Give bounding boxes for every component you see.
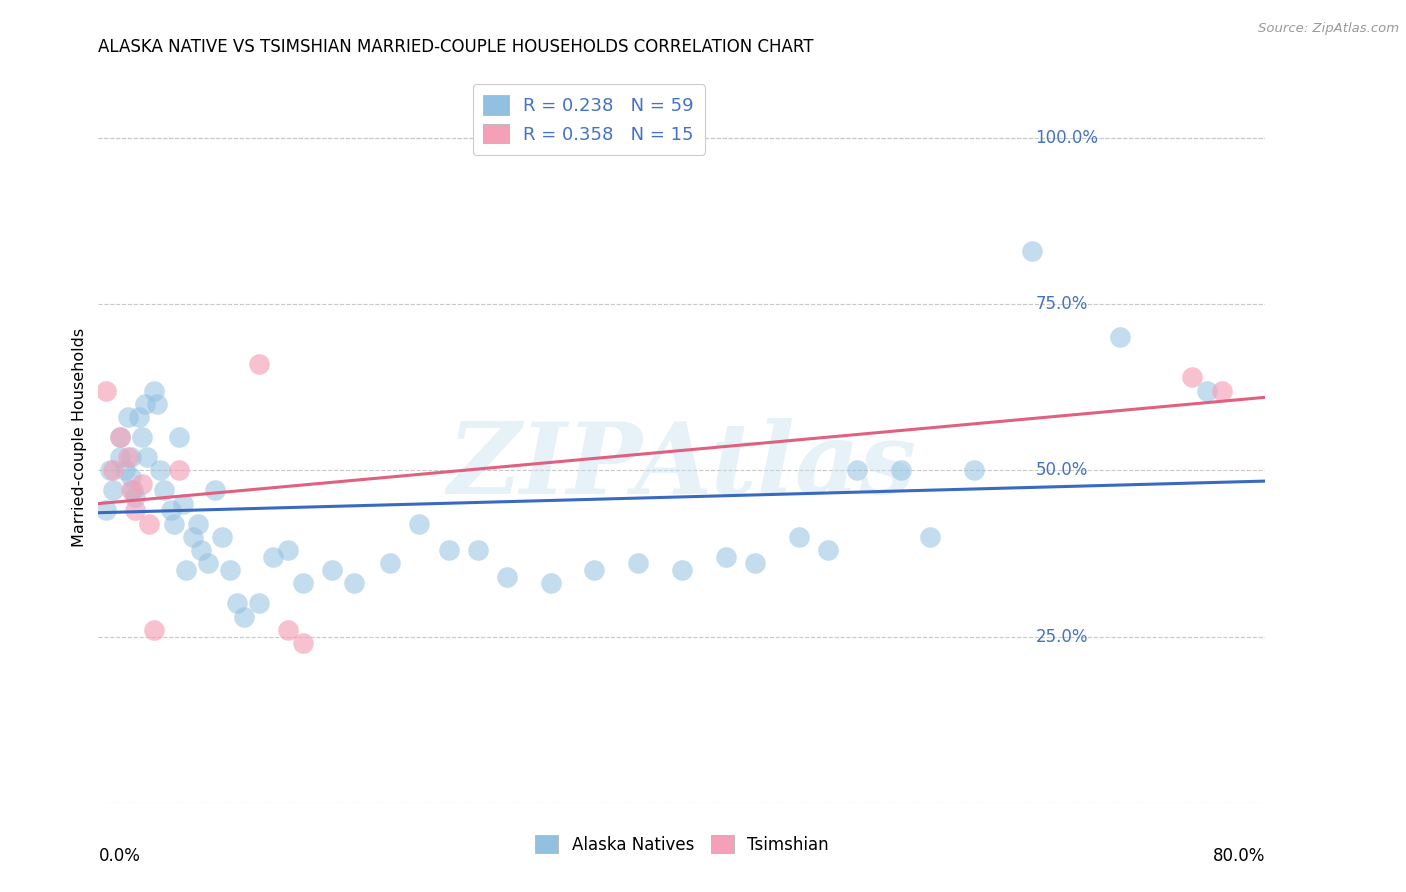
Point bbox=[962, 463, 984, 477]
Point bbox=[174, 563, 197, 577]
Point bbox=[128, 410, 150, 425]
Point bbox=[142, 623, 165, 637]
Point bbox=[94, 384, 117, 398]
Legend: Alaska Natives, Tsimshian: Alaska Natives, Tsimshian bbox=[529, 829, 835, 860]
Point bbox=[291, 576, 314, 591]
Point bbox=[627, 557, 650, 571]
Point bbox=[160, 503, 183, 517]
Point bbox=[321, 563, 343, 577]
Point bbox=[94, 503, 117, 517]
Point bbox=[817, 543, 839, 558]
Point bbox=[408, 516, 430, 531]
Text: ZIPAtlas: ZIPAtlas bbox=[447, 418, 917, 515]
Point bbox=[890, 463, 912, 477]
Point bbox=[291, 636, 314, 650]
Point bbox=[744, 557, 766, 571]
Point bbox=[142, 384, 165, 398]
Text: 80.0%: 80.0% bbox=[1213, 847, 1265, 864]
Point bbox=[167, 463, 190, 477]
Point bbox=[124, 490, 146, 504]
Point bbox=[671, 563, 693, 577]
Point bbox=[583, 563, 606, 577]
Text: 50.0%: 50.0% bbox=[1035, 461, 1088, 479]
Point bbox=[846, 463, 869, 477]
Point bbox=[122, 483, 145, 498]
Point bbox=[138, 516, 160, 531]
Point bbox=[714, 549, 737, 564]
Point bbox=[172, 497, 194, 511]
Point bbox=[437, 543, 460, 558]
Point bbox=[262, 549, 284, 564]
Point bbox=[181, 530, 204, 544]
Point bbox=[117, 450, 139, 464]
Text: ALASKA NATIVE VS TSIMSHIAN MARRIED-COUPLE HOUSEHOLDS CORRELATION CHART: ALASKA NATIVE VS TSIMSHIAN MARRIED-COUPL… bbox=[98, 38, 814, 56]
Point bbox=[1195, 384, 1218, 398]
Point bbox=[204, 483, 226, 498]
Point bbox=[124, 503, 146, 517]
Point bbox=[131, 476, 153, 491]
Point bbox=[218, 563, 240, 577]
Point bbox=[226, 596, 249, 610]
Text: 100.0%: 100.0% bbox=[1035, 128, 1098, 147]
Text: 0.0%: 0.0% bbox=[98, 847, 141, 864]
Point bbox=[190, 543, 212, 558]
Point bbox=[277, 543, 299, 558]
Point bbox=[233, 609, 256, 624]
Point bbox=[110, 430, 132, 444]
Point bbox=[1021, 244, 1043, 258]
Point bbox=[467, 543, 489, 558]
Point bbox=[167, 430, 190, 444]
Point bbox=[787, 530, 810, 544]
Point bbox=[540, 576, 562, 591]
Point bbox=[146, 397, 169, 411]
Point bbox=[247, 596, 270, 610]
Point bbox=[117, 410, 139, 425]
Point bbox=[135, 450, 157, 464]
Point bbox=[98, 463, 121, 477]
Point bbox=[110, 450, 132, 464]
Point bbox=[1181, 370, 1204, 384]
Point bbox=[153, 483, 176, 498]
Point bbox=[110, 430, 132, 444]
Point bbox=[101, 463, 124, 477]
Point bbox=[134, 397, 156, 411]
Point bbox=[163, 516, 186, 531]
Text: 25.0%: 25.0% bbox=[1035, 628, 1088, 646]
Text: Source: ZipAtlas.com: Source: ZipAtlas.com bbox=[1258, 22, 1399, 36]
Text: 75.0%: 75.0% bbox=[1035, 295, 1088, 313]
Point bbox=[114, 463, 136, 477]
Point bbox=[197, 557, 219, 571]
Point bbox=[120, 483, 142, 498]
Point bbox=[277, 623, 299, 637]
Point bbox=[187, 516, 209, 531]
Point bbox=[149, 463, 172, 477]
Y-axis label: Married-couple Households: Married-couple Households bbox=[72, 327, 87, 547]
Point bbox=[120, 470, 142, 484]
Point bbox=[101, 483, 124, 498]
Point bbox=[131, 430, 153, 444]
Point bbox=[1108, 330, 1130, 344]
Point bbox=[120, 450, 142, 464]
Point bbox=[247, 357, 270, 371]
Point bbox=[211, 530, 233, 544]
Point bbox=[380, 557, 402, 571]
Point bbox=[918, 530, 941, 544]
Point bbox=[343, 576, 366, 591]
Point bbox=[496, 570, 519, 584]
Point bbox=[1211, 384, 1233, 398]
